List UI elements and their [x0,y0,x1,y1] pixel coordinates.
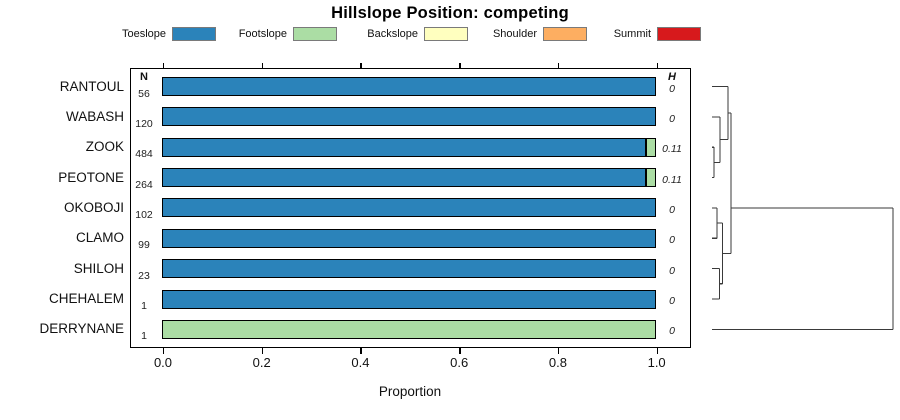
n-column-header: N [140,71,148,83]
h-value: 0 [669,112,675,125]
bar-segment-footslope [646,137,656,157]
axis-tick-label: 1.0 [647,355,666,370]
n-value: 264 [135,178,153,191]
series-label-clamo: CLAMO [75,230,124,246]
legend-item-toeslope: Toeslope [46,26,216,41]
legend-item-shoulder: Shoulder [417,26,587,41]
legend-swatch-footslope-icon [293,26,337,41]
n-value: 1 [141,330,147,343]
h-value: 0 [669,234,675,247]
bar-segment-footslope [162,319,656,339]
series-label-wabash: WABASH [65,108,124,124]
chart-title: Hillslope Position: competing [331,4,569,22]
axis-tick-label: 0.2 [252,355,271,370]
bar-segment-toeslope [162,228,656,248]
axis-tick-label: 0.8 [548,355,567,370]
axis-tick-bottom [459,348,461,354]
legend-swatch-summit-icon [657,26,701,41]
n-value: 1 [141,300,147,313]
legend-swatch-shoulder-icon [543,26,587,41]
bar-segment-toeslope [162,289,656,309]
bar-row-derrynane [162,319,656,339]
axis-tick-top [261,62,264,68]
series-label-zook: ZOOK [85,139,124,155]
legend-label: Footslope [238,27,287,40]
axis-tick-bottom [261,348,264,354]
n-value: 56 [138,87,150,100]
bar-segment-toeslope [162,77,656,96]
h-value: 0 [669,325,675,338]
bar-segment-toeslope [162,137,647,157]
axis-tick-bottom [557,348,560,354]
axis-tick-top [360,62,362,68]
bar-row-chehalem [162,289,656,309]
series-label-peotone: PEOTONE [58,169,124,185]
x-axis-title: Proportion [378,384,442,399]
bar-row-zook [162,137,656,157]
axis-tick-top [163,62,165,68]
bar-row-peotone [162,168,656,188]
legend-item-summit: Summit [531,26,701,41]
legend-item-footslope: Footslope [167,26,337,41]
bar-row-rantoul [162,77,656,96]
n-value: 23 [138,269,150,282]
bar-row-shiloh [162,259,656,279]
legend-label: Backslope [367,27,418,40]
bar-segment-toeslope [162,168,647,188]
bar-segment-toeslope [162,259,656,279]
h-value: 0.11 [662,143,682,156]
bar-segment-footslope [646,168,656,188]
legend-label: Toeslope [121,27,166,40]
legend-label: Summit [613,27,651,40]
bar-segment-toeslope [162,107,656,127]
h-value: 0.11 [662,173,682,186]
axis-tick-bottom [163,348,165,354]
series-label-chehalem: CHEHALEM [48,291,124,307]
series-label-rantoul: RANTOUL [59,78,124,94]
axis-tick-top [459,62,461,68]
n-value: 102 [135,208,153,221]
bar-row-wabash [162,107,656,127]
h-value: 0 [669,264,675,277]
n-value: 120 [135,117,153,130]
h-value: 0 [669,82,675,95]
bar-segment-toeslope [162,198,656,218]
h-column-header: H [668,71,676,83]
series-label-okoboji: OKOBOJI [63,199,124,215]
n-value: 484 [135,148,153,161]
legend-label: Shoulder [492,27,537,40]
bar-row-okoboji [162,198,656,218]
axis-tick-bottom [360,348,362,354]
series-label-shiloh: SHILOH [73,260,124,276]
h-value: 0 [669,295,675,308]
n-value: 99 [138,239,150,252]
axis-tick-top [656,62,659,68]
axis-tick-label: 0.6 [450,355,469,370]
axis-tick-top [557,62,560,68]
legend-swatch-backslope-icon [424,26,468,41]
axis-tick-bottom [656,348,659,354]
legend-item-backslope: Backslope [298,26,468,41]
h-value: 0 [669,203,675,216]
series-label-derrynane: DERRYNANE [39,321,124,337]
legend-swatch-toeslope-icon [172,26,216,41]
axis-tick-label: 0.0 [153,355,173,370]
bar-row-clamo [162,228,656,248]
axis-tick-label: 0.4 [351,355,370,370]
